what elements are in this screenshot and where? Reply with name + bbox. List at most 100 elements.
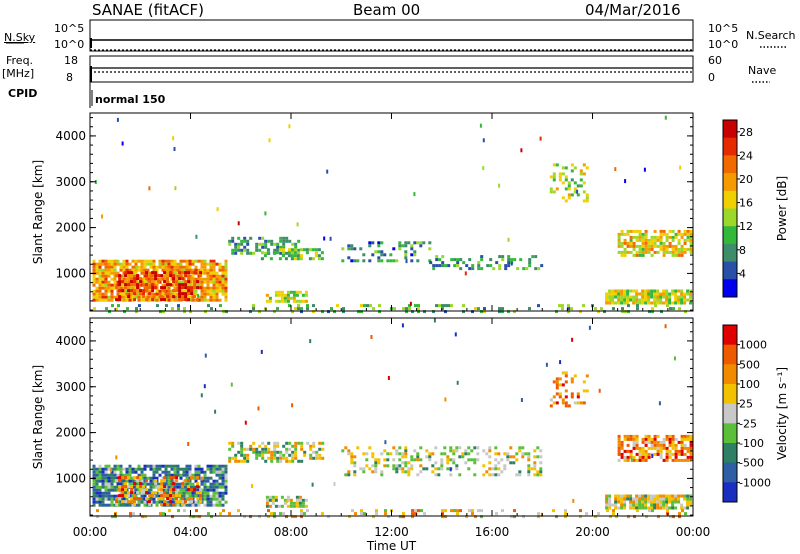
heatmap-cell <box>476 452 480 456</box>
heatmap-cell <box>509 446 513 450</box>
freq-tick-low: 8 <box>66 71 73 84</box>
heatmap-cell <box>122 265 126 269</box>
heatmap-cell <box>375 509 378 513</box>
heatmap-cell <box>149 476 153 480</box>
heatmap-cell <box>212 280 216 284</box>
heatmap-cell <box>140 295 144 299</box>
heatmap-cell <box>620 440 624 444</box>
heatmap-cell <box>110 494 114 498</box>
heatmap-cell <box>173 491 177 495</box>
heatmap-cell <box>620 241 624 245</box>
heatmap-cell <box>188 268 192 272</box>
heatmap-cell <box>175 494 179 498</box>
heatmap-cell <box>615 515 618 519</box>
heatmap-cell <box>243 447 247 451</box>
heatmap-cell <box>92 497 96 501</box>
heatmap-cell <box>659 443 663 447</box>
colorbar-tick-label: 16 <box>739 197 753 210</box>
heatmap-cell <box>95 280 99 284</box>
heatmap-cell <box>197 274 201 278</box>
heatmap-cell <box>635 506 639 510</box>
heatmap-cell <box>133 503 137 507</box>
heatmap-cell <box>187 488 191 492</box>
heatmap-cell <box>149 277 153 281</box>
heatmap-cell <box>276 245 280 249</box>
heatmap-cell <box>482 464 486 468</box>
heatmap-cell <box>98 464 102 468</box>
heatmap-cell <box>665 250 669 254</box>
heatmap-cell <box>167 292 171 296</box>
heatmap-cell <box>555 392 559 396</box>
heatmap-cell <box>166 274 170 278</box>
heatmap-cell <box>384 509 387 513</box>
heatmap-cell <box>623 506 627 510</box>
heatmap-cell <box>301 299 305 303</box>
heatmap-cell <box>422 467 426 471</box>
heatmap-cell <box>309 456 313 460</box>
heatmap-cell <box>107 485 111 489</box>
heatmap-cell <box>665 298 669 302</box>
heatmap-cell <box>148 280 152 284</box>
heatmap-cell <box>632 503 636 507</box>
heatmap-cell <box>95 271 99 275</box>
heatmap-cell <box>194 259 198 263</box>
heatmap-cell <box>294 444 298 448</box>
heatmap-cell <box>662 446 666 450</box>
heatmap-cell <box>401 455 405 459</box>
heatmap-cell <box>122 482 126 486</box>
heatmap-cell <box>118 274 122 278</box>
heatmap-cell <box>368 244 372 248</box>
heatmap-cell <box>527 467 531 471</box>
heatmap-cell <box>111 304 114 308</box>
heatmap-cell <box>294 245 298 249</box>
heatmap-cell <box>516 267 520 271</box>
heatmap-cell <box>115 286 119 290</box>
heatmap-cell <box>267 447 271 451</box>
heatmap-cell <box>414 512 417 516</box>
heatmap-cell <box>209 280 213 284</box>
heatmap-cell <box>629 494 633 498</box>
heatmap-cell <box>417 509 420 513</box>
heatmap-cell <box>635 292 639 296</box>
heatmap-cell <box>127 289 131 293</box>
heatmap-cell <box>671 452 675 456</box>
heatmap-cell <box>450 258 454 262</box>
heatmap-cell <box>203 470 207 474</box>
heatmap-cell <box>267 515 270 519</box>
heatmap-cell <box>231 248 235 252</box>
heatmap-cell <box>453 258 457 262</box>
heatmap-cell <box>683 446 687 450</box>
heatmap-cell <box>413 458 417 462</box>
heatmap-cell <box>674 247 678 251</box>
heatmap-cell <box>221 271 225 275</box>
heatmap-cell <box>576 395 580 399</box>
nave-label: Nave <box>748 64 777 77</box>
heatmap-cell <box>152 479 156 483</box>
heatmap-cell <box>155 295 159 299</box>
heatmap-cell <box>173 298 177 302</box>
heatmap-cell <box>128 268 132 272</box>
heatmap-cell <box>200 268 204 272</box>
heatmap-cell <box>407 473 411 477</box>
colorbar-tick-label: -100 <box>739 437 764 450</box>
heatmap-cell <box>683 298 687 302</box>
heatmap-cell <box>647 298 651 302</box>
heatmap-cell <box>200 470 204 474</box>
heatmap-cell <box>101 503 105 507</box>
colorbar-segment <box>723 120 737 139</box>
heatmap-cell <box>449 473 453 477</box>
heatmap-cell <box>104 280 108 284</box>
heatmap-cell <box>647 238 651 242</box>
heatmap-cell <box>188 494 192 498</box>
heatmap-cell <box>498 307 501 311</box>
heatmap-cell <box>255 450 259 454</box>
heatmap-cell <box>249 251 253 255</box>
x-tick-label: 16:00 <box>475 525 510 539</box>
heatmap-cell <box>113 476 117 480</box>
heatmap-cell <box>404 455 408 459</box>
colorbar-segment <box>723 243 737 263</box>
heatmap-cell <box>398 241 402 245</box>
heatmap-cell <box>203 482 207 486</box>
heatmap-cell <box>194 485 198 489</box>
heatmap-cell <box>95 262 99 266</box>
